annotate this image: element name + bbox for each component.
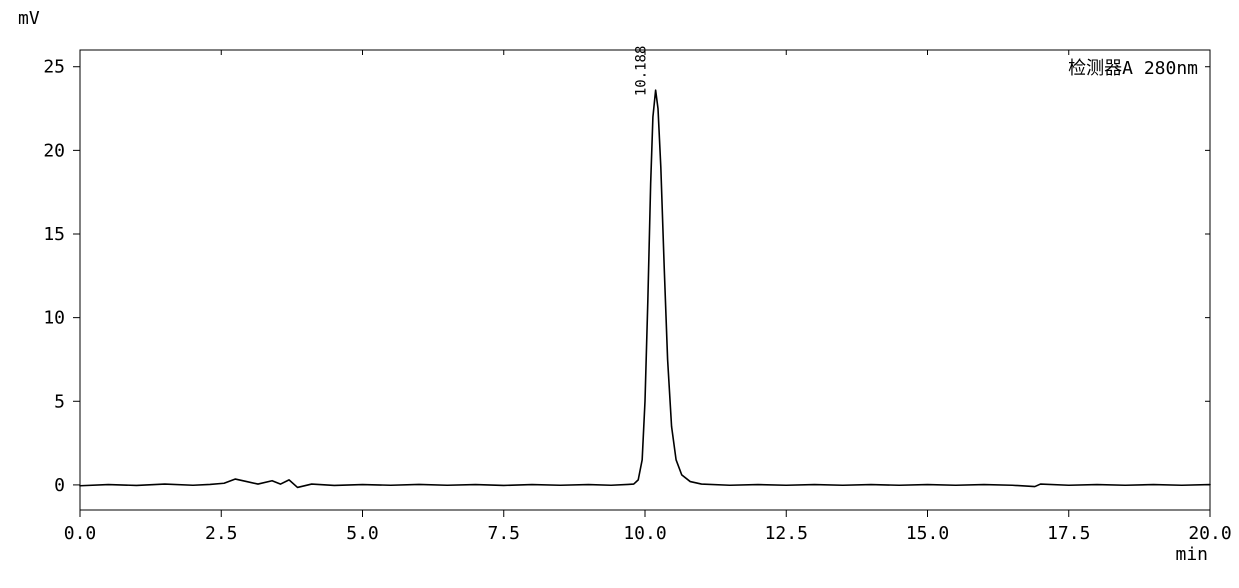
x-tick-label: 10.0 [623,523,666,544]
x-tick-label: 0.0 [64,523,97,544]
x-tick-label: 7.5 [487,523,520,544]
x-tick-label: 15.0 [906,523,949,544]
chromatogram-container: 0.0 2.5 5.0 7.5 10.0 12.5 15.0 17.5 20.0 0 5 10 15 20… [0,0,1239,588]
chromatogram-svg: 0.0 2.5 5.0 7.5 10.0 12.5 15.0 17.5 20.0 0 5 10 15 20… [0,0,1239,588]
detector-label: 检测器A 280nm [1068,58,1198,79]
y-tick-label: 20 [43,140,65,161]
x-tick-label: 5.0 [346,523,379,544]
peak-label: 10.188 [634,46,650,97]
x-tick-label: 2.5 [205,523,238,544]
y-tick-label: 15 [43,224,65,245]
y-tick-label: 5 [54,391,65,412]
y-tick-label: 10 [43,308,65,329]
y-axis-unit: mV [18,8,40,29]
x-tick-label: 20.0 [1188,523,1231,544]
x-tick-label: 17.5 [1047,523,1090,544]
x-tick-label: 12.5 [765,523,808,544]
y-tick-label: 25 [43,57,65,78]
x-axis-unit: min [1175,544,1208,565]
y-tick-label: 0 [54,475,65,496]
